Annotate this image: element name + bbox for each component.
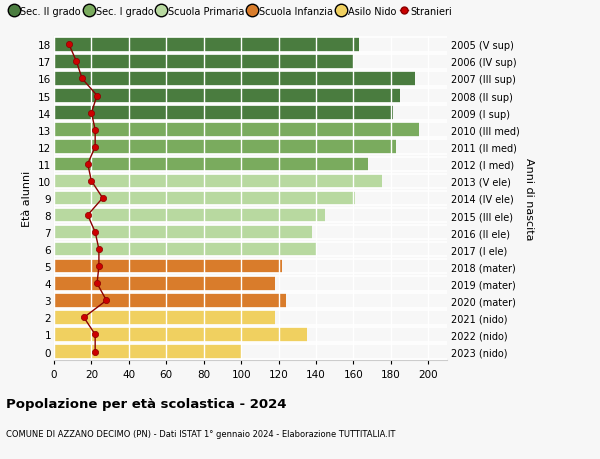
- Bar: [54, 208, 325, 223]
- Bar: [54, 242, 316, 257]
- Bar: [54, 345, 241, 359]
- Text: Popolazione per età scolastica - 2024: Popolazione per età scolastica - 2024: [6, 397, 287, 410]
- Bar: [54, 276, 275, 291]
- Legend: Sec. II grado, Sec. I grado, Scuola Primaria, Scuola Infanzia, Asilo Nido, Stran: Sec. II grado, Sec. I grado, Scuola Prim…: [8, 5, 454, 19]
- Bar: [54, 259, 283, 274]
- Bar: [54, 38, 359, 52]
- Bar: [54, 293, 286, 308]
- Bar: [54, 72, 415, 87]
- Bar: [54, 310, 275, 325]
- Y-axis label: Anni di nascita: Anni di nascita: [524, 157, 534, 240]
- Bar: [54, 157, 368, 172]
- Bar: [54, 225, 312, 240]
- Text: COMUNE DI AZZANO DECIMO (PN) - Dati ISTAT 1° gennaio 2024 - Elaborazione TUTTITA: COMUNE DI AZZANO DECIMO (PN) - Dati ISTA…: [6, 429, 395, 438]
- Bar: [54, 328, 307, 342]
- Bar: [54, 123, 419, 138]
- Y-axis label: Età alunni: Età alunni: [22, 170, 32, 227]
- Bar: [54, 106, 393, 121]
- Bar: [54, 174, 382, 189]
- Bar: [54, 89, 400, 104]
- Bar: [54, 55, 353, 69]
- Bar: [54, 140, 397, 155]
- Bar: [54, 191, 355, 206]
